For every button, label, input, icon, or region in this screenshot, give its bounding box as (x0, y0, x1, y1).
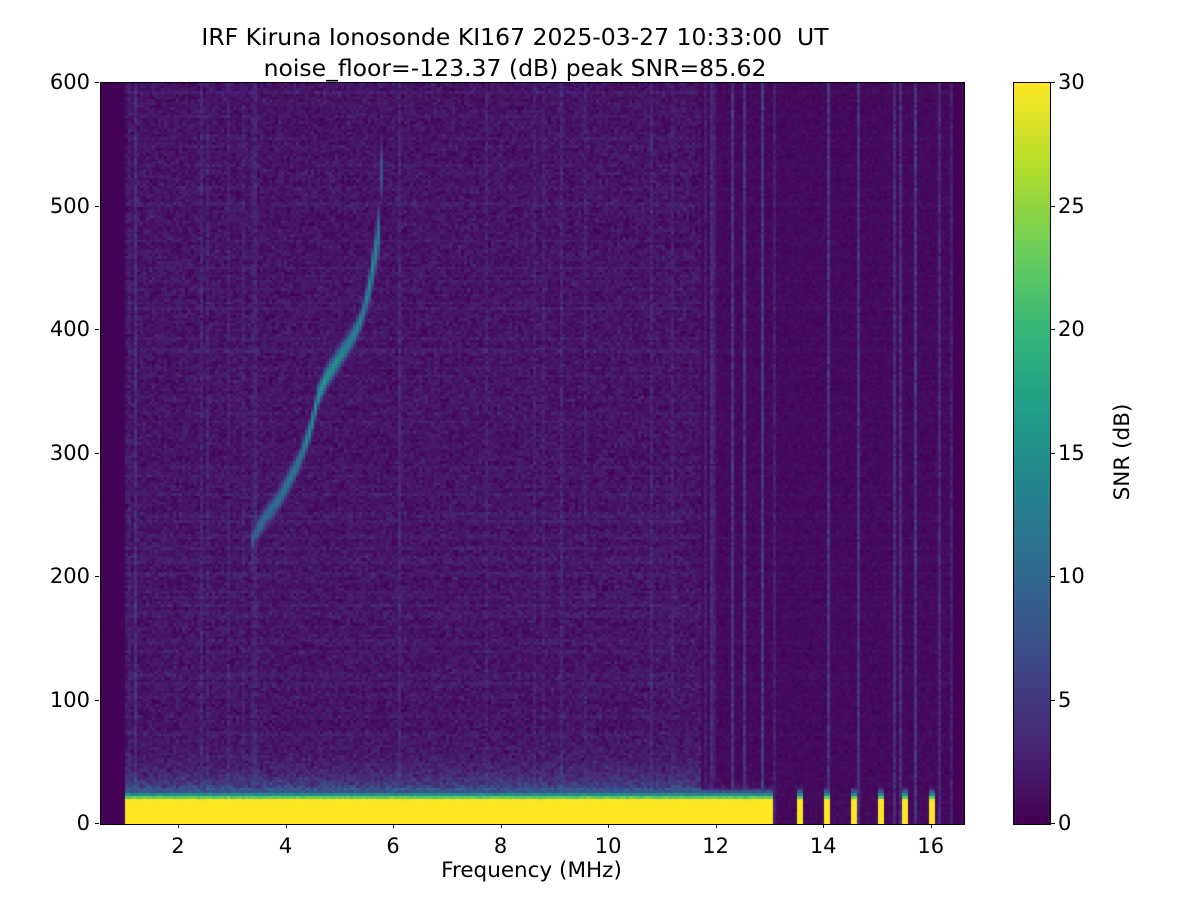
colorbar-tick (1050, 329, 1055, 331)
x-axis-tick-label: 16 (917, 834, 945, 858)
colorbar-gradient (1014, 83, 1050, 824)
y-axis-tick (95, 823, 99, 825)
ionogram-heatmap (101, 83, 964, 824)
y-axis-title: Virtual range (km) (0, 353, 25, 552)
colorbar-tick (1050, 823, 1055, 825)
colorbar-tick (1050, 205, 1055, 207)
x-axis-tick (500, 824, 502, 828)
ionogram-plot-area (100, 82, 965, 825)
colorbar-title: SNR (dB) (1110, 404, 1135, 501)
x-axis-tick (393, 824, 395, 828)
x-axis-tick-label: 6 (386, 834, 400, 858)
colorbar-tick-label: 30 (1058, 70, 1085, 94)
colorbar-title-text: SNR (dB) (1110, 403, 1135, 501)
colorbar-tick (1050, 576, 1055, 578)
colorbar-tick-label: 10 (1058, 564, 1085, 588)
colorbar-tick (1050, 452, 1055, 454)
x-axis-tick-label: 2 (171, 834, 185, 858)
y-axis-tick-label: 200 (49, 564, 90, 588)
x-axis-tick-label: 10 (594, 834, 622, 858)
x-axis-tick-label: 8 (493, 834, 508, 858)
x-axis-tick (930, 824, 932, 828)
x-axis-tick-label: 4 (278, 834, 293, 858)
y-axis-tick-label: 500 (49, 193, 90, 218)
figure-title-line2: noise_floor=-123.37 (dB) peak SNR=85.62 (263, 54, 767, 82)
y-axis-tick-label: 400 (49, 317, 90, 341)
y-axis-tick-label: 0 (76, 811, 90, 835)
colorbar-tick (1050, 82, 1055, 84)
y-axis-tick-label: 600 (49, 70, 90, 94)
x-axis-tick (285, 824, 287, 828)
colorbar-tick-label: 20 (1058, 317, 1085, 341)
x-axis-tick (715, 824, 717, 828)
x-axis-tick-label: 12 (702, 834, 730, 858)
colorbar-tick-label: 25 (1058, 193, 1085, 218)
figure-title-line1: IRF Kiruna Ionosonde KI167 2025-03-27 10… (201, 23, 829, 51)
colorbar-tick (1050, 699, 1055, 701)
y-axis-tick (95, 699, 99, 701)
y-axis-tick (95, 205, 99, 207)
x-axis-tick (608, 824, 610, 828)
y-axis-tick (95, 452, 99, 454)
colorbar-tick-label: 0 (1058, 811, 1072, 835)
y-axis-tick (95, 329, 99, 331)
colorbar-tick-label: 5 (1058, 687, 1072, 712)
x-axis-tick (823, 824, 825, 828)
y-axis-tick-label: 300 (49, 440, 90, 465)
y-axis-tick (95, 576, 99, 578)
y-axis-tick-label: 100 (49, 687, 90, 712)
x-axis-tick (177, 824, 180, 828)
colorbar-tick-label: 15 (1058, 440, 1085, 465)
x-axis-tick-label: 14 (809, 834, 837, 858)
y-axis-tick (95, 82, 99, 84)
colorbar (1013, 82, 1051, 825)
x-axis-title: Frequency (MHz) (441, 858, 622, 883)
